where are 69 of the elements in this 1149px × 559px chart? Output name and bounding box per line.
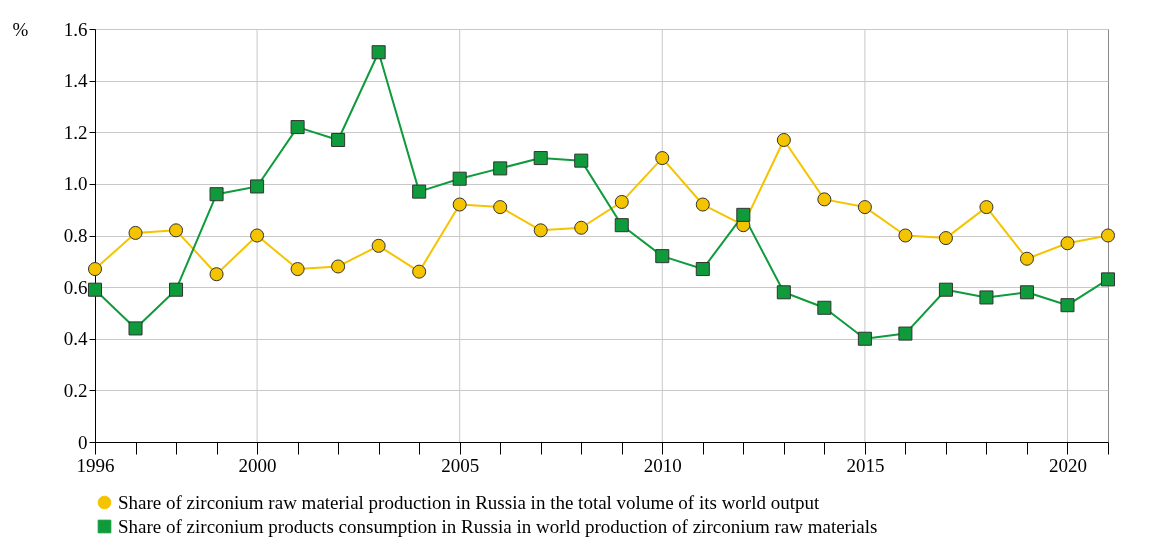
point bbox=[857, 200, 872, 215]
point bbox=[938, 231, 953, 246]
point bbox=[250, 228, 265, 243]
point bbox=[776, 285, 791, 300]
point bbox=[533, 151, 548, 166]
point bbox=[574, 153, 589, 168]
point bbox=[979, 290, 994, 305]
x-tick-label: 2020 bbox=[1048, 454, 1087, 476]
point bbox=[452, 171, 467, 186]
y-tick-label: 0.6 bbox=[63, 276, 88, 298]
point bbox=[250, 179, 265, 194]
point bbox=[614, 218, 629, 233]
point bbox=[290, 120, 305, 135]
point bbox=[412, 184, 427, 199]
point bbox=[452, 197, 467, 212]
point bbox=[331, 259, 346, 274]
point bbox=[695, 197, 710, 212]
y-tick-label: 0.2 bbox=[63, 379, 88, 401]
point bbox=[209, 267, 224, 282]
point bbox=[817, 192, 832, 207]
x-tick-label: 2015 bbox=[846, 454, 885, 476]
point bbox=[493, 200, 508, 215]
y-tick-label: 1.2 bbox=[63, 121, 88, 143]
legend-label: Share of zirconium raw material production in Russia in the total volume of its world output bbox=[118, 491, 820, 513]
point bbox=[87, 282, 103, 297]
point bbox=[169, 223, 184, 238]
y-tick-label: 0.8 bbox=[63, 225, 88, 246]
y-tick-label: 1.6 bbox=[63, 18, 88, 40]
point bbox=[817, 300, 832, 315]
point bbox=[412, 264, 427, 279]
point bbox=[1100, 272, 1116, 287]
point bbox=[128, 225, 143, 240]
point bbox=[857, 331, 872, 346]
point bbox=[574, 220, 589, 235]
y-tick-label: 0 bbox=[78, 431, 88, 453]
x-tick-label: 2000 bbox=[238, 454, 277, 476]
point bbox=[533, 223, 548, 238]
point bbox=[290, 262, 305, 277]
point bbox=[169, 282, 184, 297]
point bbox=[1019, 251, 1034, 266]
point bbox=[1019, 285, 1034, 300]
point bbox=[87, 262, 103, 277]
point bbox=[331, 132, 346, 148]
y-axis-title: % bbox=[12, 18, 29, 40]
point bbox=[898, 326, 913, 341]
point bbox=[736, 207, 751, 222]
y-tick-label: 1.0 bbox=[63, 173, 88, 195]
point bbox=[614, 194, 629, 209]
point bbox=[209, 187, 224, 202]
x-tick-label: 2005 bbox=[441, 454, 480, 476]
point bbox=[979, 200, 994, 215]
point bbox=[128, 321, 143, 336]
legend-label: Share of zirconium products consumption in Russia in world production of zirconium raw materials bbox=[118, 515, 878, 537]
point bbox=[655, 151, 670, 166]
point bbox=[776, 132, 791, 147]
point bbox=[938, 282, 953, 297]
point bbox=[1060, 236, 1075, 251]
point bbox=[371, 238, 386, 253]
point bbox=[493, 161, 508, 176]
x-tick-label: 1996 bbox=[76, 454, 115, 476]
point bbox=[1100, 228, 1116, 243]
point bbox=[655, 249, 670, 264]
point bbox=[371, 45, 386, 60]
point bbox=[1060, 298, 1075, 313]
x-tick-label: 2010 bbox=[643, 454, 682, 476]
point bbox=[695, 262, 710, 277]
point bbox=[898, 228, 913, 243]
y-tick-label: 0.4 bbox=[63, 328, 88, 350]
y-tick-label: 1.4 bbox=[63, 70, 88, 92]
